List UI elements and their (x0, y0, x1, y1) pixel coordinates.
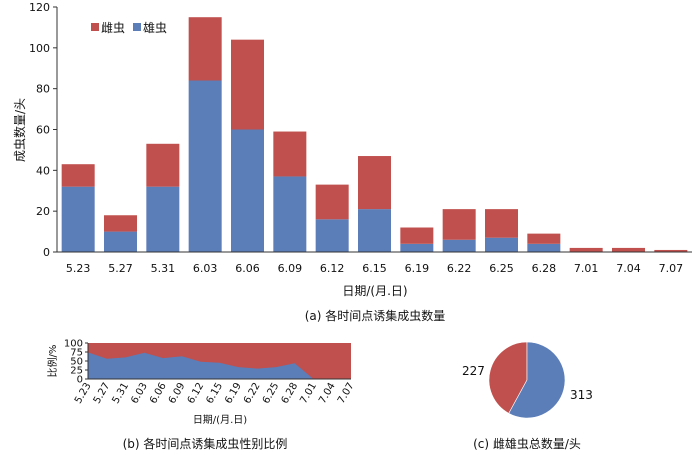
chart-b-ylabel: 比例/% (46, 345, 59, 378)
y-tick-label: 25 (70, 366, 83, 377)
x-tick-label: 6.03 (193, 262, 218, 275)
chart-b-male-area (88, 352, 351, 379)
bar-male (146, 186, 180, 252)
y-tick-label: 20 (36, 205, 50, 218)
x-tick-label: 6.09 (167, 381, 188, 406)
bar-female (273, 131, 307, 177)
chart-c: 227 313 (c) 雌雄虫总数量/头 (462, 341, 593, 451)
x-tick-label: 5.27 (108, 262, 133, 275)
x-tick-label: 6.19 (405, 262, 430, 275)
x-tick-label: 6.25 (261, 381, 282, 406)
y-tick-label: 40 (36, 164, 50, 177)
bar-male (188, 80, 222, 252)
x-tick-label: 7.01 (574, 262, 599, 275)
chart-b-x-ticks: 5.235.275.316.036.066.096.126.156.196.22… (73, 381, 357, 406)
y-tick-label: 80 (36, 83, 50, 96)
bar-male (485, 237, 518, 252)
y-tick-label: 0 (77, 375, 83, 386)
chart-a: 0 20 40 60 80 100 120 5.23 5.27 5.31 6.03 6.06 6.09… (12, 1, 692, 323)
bar-male (315, 219, 349, 252)
x-tick-label: 6.22 (447, 262, 472, 275)
legend-swatch-female (91, 23, 99, 31)
x-tick-label: 6.25 (489, 262, 514, 275)
pie-label-female: 227 (462, 364, 485, 378)
bar-female (612, 247, 645, 252)
x-tick-label: 6.12 (186, 381, 207, 406)
pie-slice (508, 341, 566, 419)
bar-male (273, 176, 307, 252)
y-tick-label: 75 (70, 348, 83, 359)
bar-female (188, 17, 222, 81)
x-tick-label: 6.15 (362, 262, 387, 275)
x-tick-label: 7.01 (298, 381, 319, 406)
x-tick-label: 6.28 (280, 381, 301, 406)
y-tick-label: 50 (70, 357, 83, 368)
bar-female (654, 249, 688, 252)
bar-male (231, 129, 264, 252)
chart-c-pie (488, 341, 566, 419)
y-tick-label: 100 (29, 42, 50, 55)
chart-a-ylabel: 成虫数量/头 (12, 98, 27, 162)
x-tick-label: 5.31 (151, 262, 176, 275)
legend-label-female: 雌虫 (101, 20, 125, 35)
chart-a-bars (61, 17, 688, 252)
bar-male (527, 243, 561, 252)
bar-female (231, 39, 264, 130)
bar-female (400, 227, 434, 244)
y-tick-label: 60 (36, 124, 50, 137)
chart-b-caption: (b) 各时间点诱集成虫性别比例 (123, 436, 288, 451)
x-tick-label: 7.07 (336, 381, 357, 406)
bar-male (104, 231, 137, 252)
bar-female (527, 233, 561, 244)
y-tick-label: 0 (43, 246, 50, 259)
bar-female (315, 184, 349, 220)
chart-a-caption: (a) 各时间点诱集成虫数量 (305, 308, 446, 323)
bar-female (442, 209, 476, 240)
x-tick-label: 7.04 (616, 262, 641, 275)
x-tick-label: 7.04 (317, 381, 338, 406)
y-tick-label: 120 (29, 1, 50, 14)
x-tick-label: 6.06 (235, 262, 260, 275)
bar-female (146, 143, 180, 187)
x-tick-label: 6.15 (204, 381, 225, 406)
x-tick-label: 6.19 (223, 381, 244, 406)
x-tick-label: 6.06 (148, 381, 169, 406)
chart-c-caption: (c) 雌雄虫总数量/头 (473, 436, 581, 451)
x-tick-label: 6.28 (532, 262, 557, 275)
x-tick-label: 6.09 (278, 262, 303, 275)
x-tick-label: 5.27 (92, 381, 113, 406)
x-tick-label: 7.07 (659, 262, 684, 275)
x-tick-label: 6.12 (320, 262, 345, 275)
legend-swatch-male (133, 23, 141, 31)
chart-a-x-ticks: 5.23 5.27 5.31 6.03 6.06 6.09 6.12 6.15 6.19 6.22… (66, 262, 683, 275)
bar-female (569, 247, 603, 252)
bar-male (442, 239, 476, 252)
chart-a-y-ticks: 0 20 40 60 80 100 120 (29, 1, 57, 259)
x-tick-label: 6.03 (129, 381, 150, 406)
x-tick-label: 5.31 (111, 381, 132, 406)
bar-female (358, 156, 391, 210)
pie-slice (488, 341, 528, 414)
bar-male (358, 209, 391, 252)
bar-female (61, 164, 95, 187)
chart-b-xlabel: 日期/(月.日) (193, 414, 247, 426)
chart-a-xlabel: 日期/(月.日) (342, 284, 407, 298)
x-tick-label: 5.23 (66, 262, 91, 275)
x-tick-label: 6.22 (242, 381, 263, 406)
pie-label-male: 313 (570, 388, 593, 402)
bar-female (104, 215, 137, 232)
bar-male (61, 186, 95, 252)
y-tick-label: 100 (64, 339, 83, 350)
bar-male (400, 243, 434, 252)
bar-female (485, 209, 518, 238)
legend-label-male: 雄虫 (143, 20, 167, 35)
